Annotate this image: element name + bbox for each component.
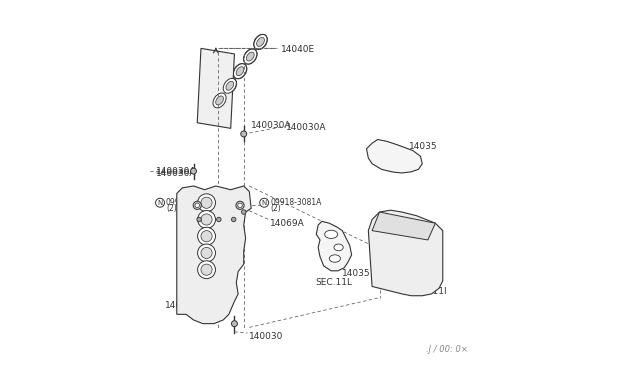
Ellipse shape	[223, 78, 236, 93]
Text: 140030A: 140030A	[156, 169, 197, 178]
Text: 14040E: 14040E	[281, 45, 315, 54]
Ellipse shape	[234, 64, 246, 78]
Ellipse shape	[334, 244, 343, 251]
Circle shape	[201, 264, 212, 275]
Circle shape	[198, 244, 216, 262]
Ellipse shape	[246, 52, 254, 61]
Ellipse shape	[226, 81, 234, 90]
Text: 14069A: 14069A	[270, 219, 305, 228]
Circle shape	[201, 214, 212, 225]
Circle shape	[198, 194, 216, 212]
Text: 14069A: 14069A	[182, 216, 217, 225]
Circle shape	[238, 203, 243, 208]
Ellipse shape	[236, 67, 244, 76]
Text: N: N	[262, 200, 267, 206]
Circle shape	[198, 211, 216, 228]
Ellipse shape	[243, 49, 257, 64]
Polygon shape	[316, 221, 351, 271]
Ellipse shape	[216, 96, 223, 105]
Circle shape	[241, 131, 246, 137]
Text: 140030A: 140030A	[286, 123, 326, 132]
Ellipse shape	[244, 49, 257, 64]
Circle shape	[241, 210, 246, 214]
Ellipse shape	[212, 93, 227, 108]
Text: SEC.11I: SEC.11I	[412, 287, 447, 296]
Ellipse shape	[246, 52, 254, 61]
Text: SEC.11L: SEC.11L	[316, 278, 353, 287]
Polygon shape	[367, 140, 422, 173]
Ellipse shape	[254, 35, 267, 49]
Ellipse shape	[257, 38, 264, 46]
Circle shape	[232, 321, 237, 327]
Text: .J / 00: 0×: .J / 00: 0×	[426, 345, 468, 354]
Text: N: N	[157, 200, 163, 206]
Text: 09918-3081A: 09918-3081A	[270, 198, 321, 207]
Ellipse shape	[226, 81, 234, 90]
Ellipse shape	[236, 67, 244, 76]
Ellipse shape	[324, 230, 338, 238]
Ellipse shape	[223, 78, 237, 93]
Polygon shape	[197, 48, 234, 128]
Circle shape	[201, 247, 212, 259]
Circle shape	[193, 201, 202, 209]
Text: 140030A: 140030A	[156, 167, 197, 176]
Circle shape	[260, 198, 269, 207]
Text: (2): (2)	[166, 204, 177, 213]
Ellipse shape	[253, 34, 268, 49]
Circle shape	[216, 217, 221, 222]
Text: 14003: 14003	[164, 301, 193, 310]
Polygon shape	[177, 186, 251, 324]
Text: 14035: 14035	[342, 269, 371, 278]
Circle shape	[198, 261, 216, 279]
Text: 140030: 140030	[250, 332, 284, 341]
Text: 09918-3081A: 09918-3081A	[166, 198, 218, 207]
Ellipse shape	[330, 255, 340, 262]
Polygon shape	[369, 210, 443, 296]
Text: 140030A: 140030A	[251, 121, 292, 130]
Ellipse shape	[233, 64, 247, 79]
Text: 14035: 14035	[410, 142, 438, 151]
Circle shape	[236, 201, 244, 209]
Circle shape	[197, 217, 202, 222]
Circle shape	[201, 197, 212, 208]
Circle shape	[195, 203, 200, 208]
Ellipse shape	[216, 96, 223, 105]
Circle shape	[156, 198, 164, 207]
Circle shape	[232, 217, 236, 222]
Polygon shape	[372, 212, 435, 240]
Circle shape	[201, 231, 212, 242]
Circle shape	[198, 227, 216, 245]
Ellipse shape	[213, 93, 226, 108]
Circle shape	[191, 168, 196, 174]
Ellipse shape	[257, 37, 264, 46]
Text: (2): (2)	[270, 204, 281, 213]
